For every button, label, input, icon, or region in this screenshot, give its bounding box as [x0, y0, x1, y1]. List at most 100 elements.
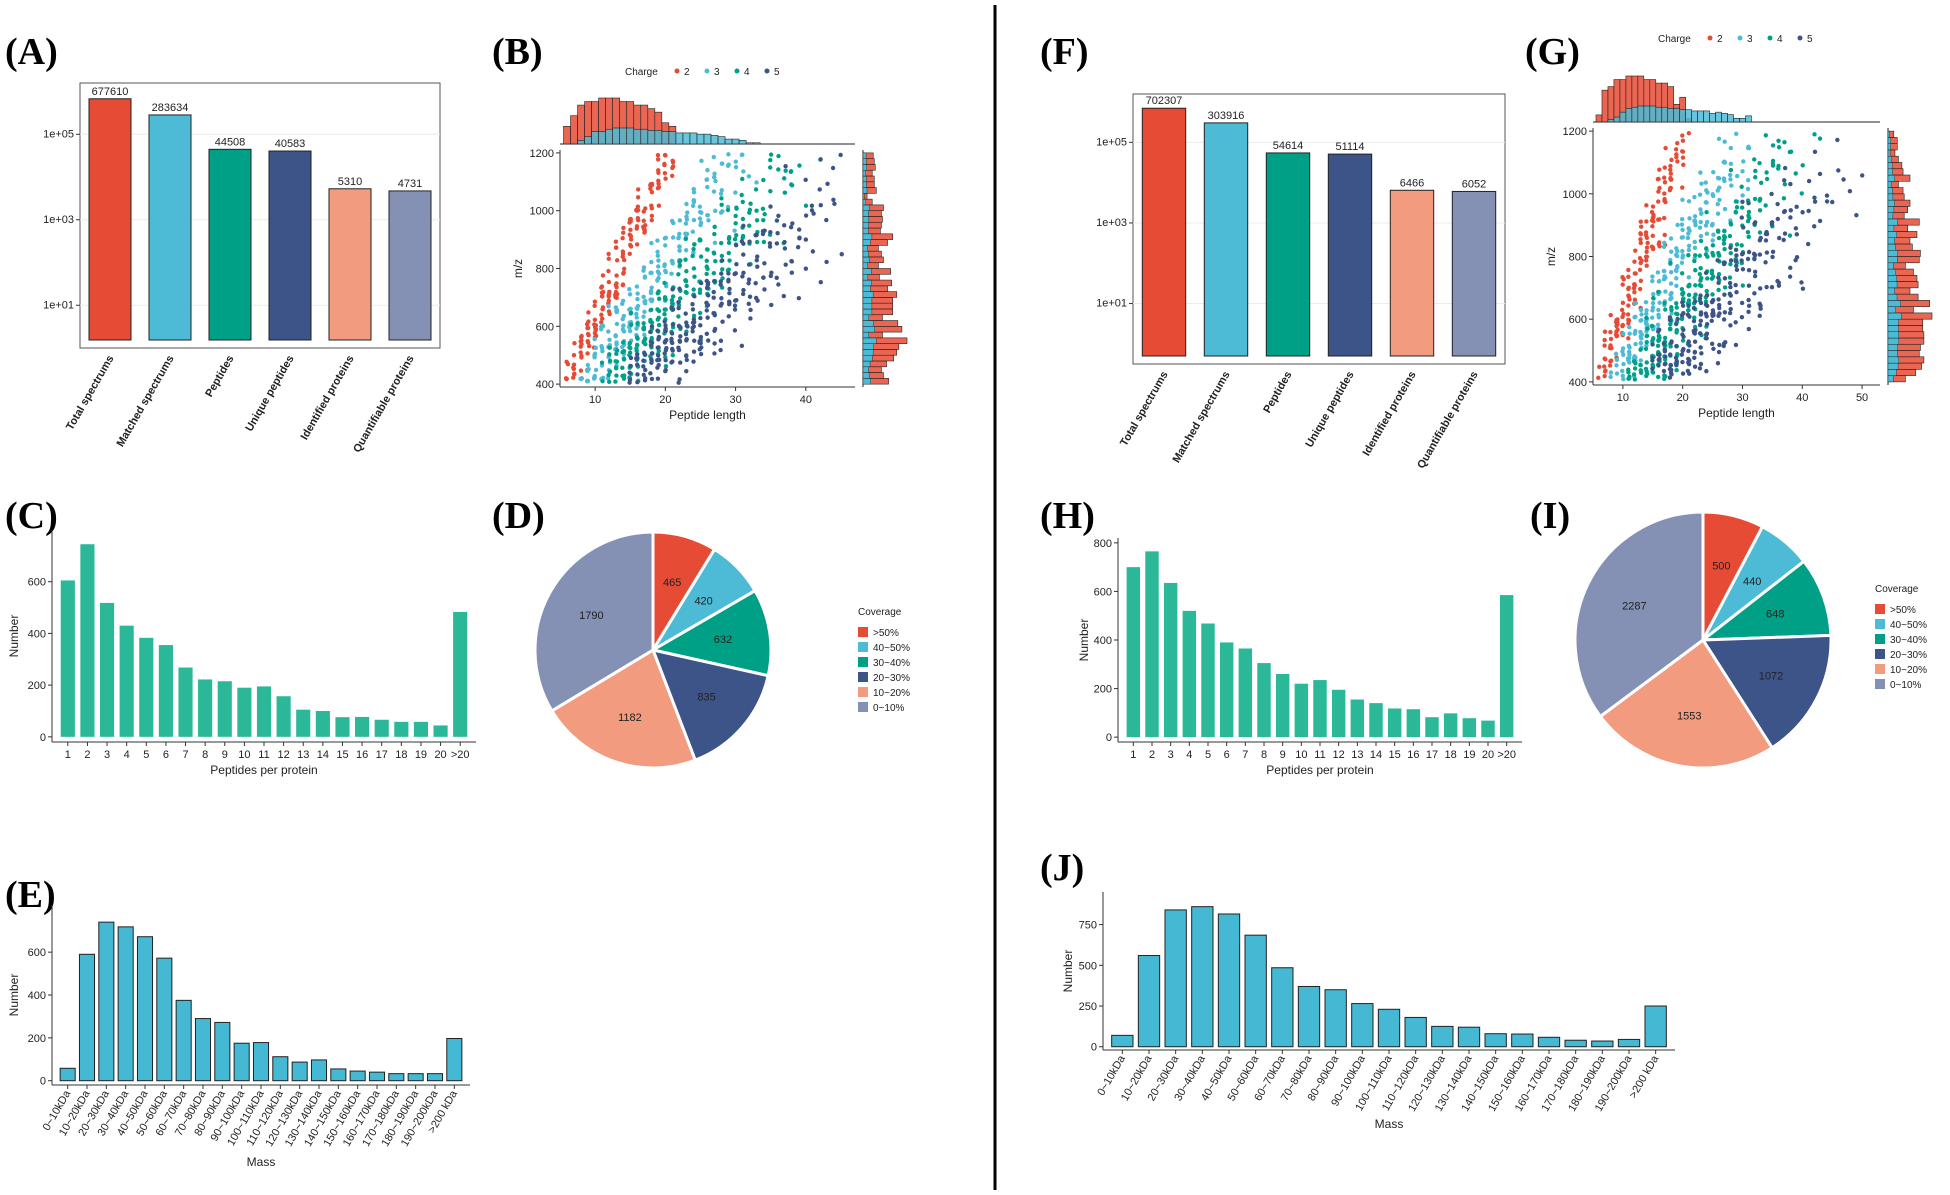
scatter-point — [1746, 303, 1752, 309]
scatter-point — [1632, 282, 1637, 287]
marginal-right-bar — [862, 164, 867, 171]
y-tick-label: 0 — [1091, 1042, 1097, 1054]
y-tick-label: 600 — [536, 321, 554, 333]
scatter-point — [782, 190, 788, 195]
scatter-point — [655, 269, 661, 274]
scatter-point — [788, 225, 794, 230]
scatter-point — [1711, 310, 1716, 316]
scatter-point — [656, 170, 661, 175]
x-tick-label: 40 — [1796, 392, 1808, 404]
scatter-point — [740, 199, 745, 205]
bar — [1462, 718, 1477, 738]
scatter-point — [1644, 333, 1650, 338]
scatter-point — [1686, 275, 1692, 280]
scatter-point — [803, 237, 809, 242]
scatter-point — [1663, 354, 1668, 359]
scatter-point — [718, 191, 724, 196]
scatter-point — [1620, 368, 1625, 374]
scatter-point — [692, 274, 697, 279]
bar — [328, 188, 372, 341]
legend-label: 3 — [1747, 34, 1753, 45]
scatter-point — [1668, 269, 1674, 275]
scatter-point — [1638, 347, 1643, 352]
x-tick-label: 50 — [1856, 392, 1868, 404]
pie-value-label: 835 — [697, 691, 715, 703]
scatter-point — [705, 184, 710, 190]
scatter-point — [740, 274, 745, 279]
pie-slice — [1598, 637, 1775, 770]
x-tick-label: Identified proteins — [299, 354, 357, 443]
scatter-point — [1739, 184, 1744, 189]
scatter-point — [1626, 267, 1631, 273]
scatter-point — [599, 343, 604, 349]
scatter-point — [599, 312, 604, 317]
scatter-point — [655, 238, 660, 243]
scatter-point — [761, 275, 766, 280]
scatter-point — [1704, 314, 1709, 319]
scatter-point — [641, 265, 647, 270]
scatter-point — [683, 236, 688, 242]
scatter-point — [607, 358, 613, 364]
scatter-point — [1817, 218, 1823, 224]
scatter-point — [1638, 340, 1644, 346]
bar — [98, 921, 115, 1082]
bar — [233, 1042, 250, 1082]
scatter-point — [1657, 167, 1662, 172]
marginal-right-bar — [862, 170, 866, 177]
x-tick-label: Matched spectrums — [1171, 370, 1233, 465]
scatter-point — [1638, 237, 1643, 242]
scatter-point — [803, 266, 809, 271]
scatter-point — [656, 322, 662, 328]
scatter-point — [1764, 250, 1770, 255]
scatter-point — [732, 328, 738, 333]
scatter-point — [592, 303, 597, 308]
scatter-point — [1669, 157, 1674, 163]
scatter-point — [1698, 233, 1704, 239]
marginal-top-bar — [1679, 109, 1686, 123]
scatter-point — [1596, 375, 1601, 381]
scatter-point — [634, 226, 639, 231]
scatter-point — [1686, 348, 1691, 354]
marginal-top-bar — [1631, 106, 1639, 123]
marginal-right-bar — [862, 320, 874, 327]
scatter-point — [690, 307, 696, 312]
scatter-point — [1715, 258, 1720, 263]
scatter-point — [634, 348, 639, 353]
scatter-point — [1674, 154, 1679, 160]
scatter-point — [614, 273, 619, 278]
bar — [1111, 1034, 1134, 1048]
legend-swatch — [858, 702, 868, 712]
scatter-point — [1757, 286, 1763, 291]
scatter-point — [740, 176, 745, 182]
scatter-point — [1764, 231, 1770, 237]
scatter-point — [1745, 186, 1751, 192]
scatter-point — [1697, 322, 1703, 328]
scatter-point — [621, 266, 627, 271]
scatter-point — [1698, 310, 1704, 315]
bar — [407, 1073, 424, 1082]
scatter-point — [698, 323, 703, 328]
scatter-point — [628, 310, 634, 316]
marginal-right-bar — [862, 366, 869, 373]
bar — [1404, 1016, 1427, 1048]
bar — [1137, 955, 1161, 1048]
scatter-point — [746, 301, 751, 307]
scatter-point — [1650, 246, 1656, 252]
scatter-point — [1806, 208, 1811, 214]
panel-label-b: (B) — [492, 31, 543, 73]
panel-label-d: (D) — [492, 495, 545, 537]
scatter-point — [1668, 281, 1674, 286]
y-tick-label: 0 — [40, 732, 46, 744]
scatter-point — [1782, 140, 1787, 145]
scatter-point — [684, 283, 689, 289]
scatter-point — [614, 348, 620, 353]
scatter-point — [1733, 209, 1738, 215]
pie-value-label: 440 — [1743, 576, 1761, 588]
scatter-point — [1698, 361, 1704, 367]
marginal-top-bar — [563, 126, 571, 145]
marginal-right-bar — [862, 378, 871, 385]
bar — [256, 686, 272, 737]
y-tick-label: 200 — [28, 680, 46, 692]
scatter-point — [1643, 300, 1649, 305]
scatter-point — [1680, 133, 1685, 138]
